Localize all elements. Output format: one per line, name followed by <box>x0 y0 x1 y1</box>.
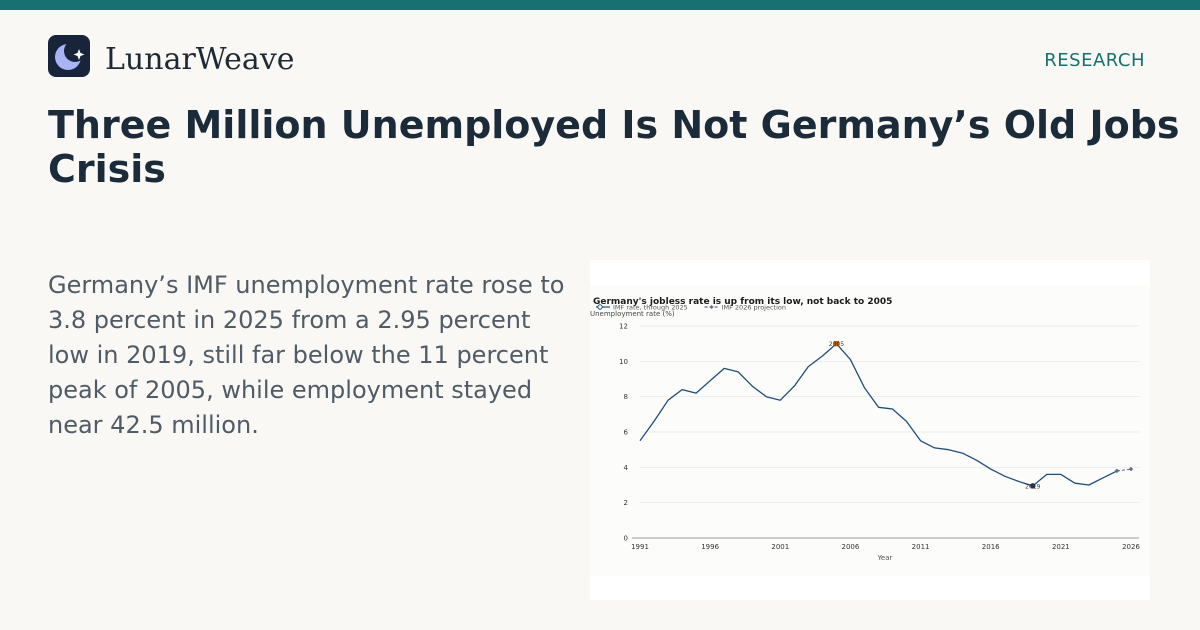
projection-point <box>1114 468 1120 474</box>
chart-card: 0 2 4 6 8 10 12 1991 1996 2001 2006 2011 2016 2021 202… <box>590 260 1150 600</box>
low-annotation-label: 2019 <box>1025 483 1040 490</box>
x-tick-label: 2006 <box>842 543 860 551</box>
chart-plot-background <box>590 285 1150 576</box>
y-tick-label: 12 <box>619 323 628 331</box>
y-tick-label: 0 <box>624 535 628 543</box>
low-marker <box>1030 483 1036 489</box>
projection-point <box>1128 466 1134 472</box>
x-tick-label: 1991 <box>631 543 649 551</box>
page-title: Three Million Unemployed Is Not Germany’… <box>48 103 1180 191</box>
y-tick-label: 2 <box>624 499 628 507</box>
y-tick-label: 6 <box>624 429 629 437</box>
y-axis-label: Unemployment rate (%) <box>590 310 675 318</box>
peak-marker <box>833 341 839 347</box>
legend-label: IMF rate, through 2025 <box>613 303 688 311</box>
x-tick-label: 1996 <box>701 543 719 551</box>
y-tick-label: 8 <box>624 393 628 401</box>
x-tick-label: 2011 <box>912 543 930 551</box>
x-tick-label: 2026 <box>1122 543 1140 551</box>
legend-label: IMF 2026 projection <box>722 303 786 311</box>
x-tick-label: 2021 <box>1052 543 1070 551</box>
x-tick-label: 2016 <box>982 543 1000 551</box>
projection-series-line <box>1116 468 1132 472</box>
brand-name: LunarWeave <box>105 42 295 77</box>
y-tick-label: 10 <box>619 358 628 366</box>
legend-swatch-diamond <box>709 305 714 309</box>
unemployment-line-chart: 0 2 4 6 8 10 12 1991 1996 2001 2006 2011 2016 2021 202… <box>590 285 1150 576</box>
top-accent-bar <box>0 0 1200 10</box>
x-axis-label: Year <box>877 554 893 562</box>
section-label[interactable]: RESEARCH <box>1044 50 1145 71</box>
legend-swatch-circle <box>597 304 603 310</box>
crescent-moon-star-icon <box>48 35 90 77</box>
peak-annotation-label: 2005 <box>829 341 844 348</box>
article-summary: Germany’s IMF unemployment rate rose to … <box>48 271 565 439</box>
chart-title: Germany's jobless rate is up from its lo… <box>593 297 892 307</box>
imf-rate-series-line <box>639 343 1118 487</box>
y-tick-label: 4 <box>624 464 629 472</box>
x-tick-label: 2001 <box>771 543 789 551</box>
